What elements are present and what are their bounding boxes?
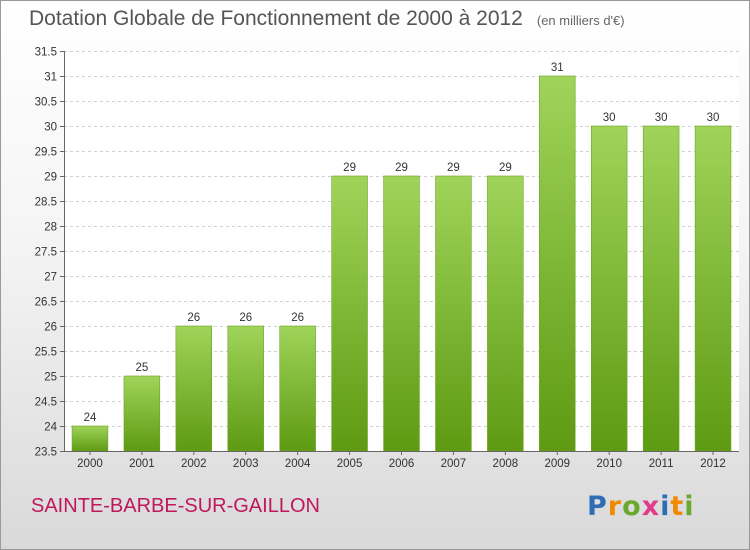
logo-letter: o <box>622 491 642 522</box>
bar-2001 <box>123 375 161 452</box>
y-tick-label: 24 <box>44 422 57 434</box>
bar-2012 <box>694 125 732 452</box>
x-tick-label: 2005 <box>337 458 363 470</box>
x-tick-label: 2001 <box>129 458 155 470</box>
x-tick-label: 2011 <box>649 458 674 470</box>
y-tick-label: 31 <box>44 72 57 84</box>
y-tick-label: 23.5 <box>35 447 57 459</box>
bar-2005 <box>331 175 368 452</box>
logo-letter: i <box>660 491 671 522</box>
bar-2009 <box>539 75 576 452</box>
value-label: 24 <box>84 412 97 424</box>
x-tick-label: 2008 <box>493 458 519 470</box>
x-tick-label: 2002 <box>181 458 207 470</box>
bar-2003 <box>227 325 264 452</box>
value-label: 26 <box>291 312 304 324</box>
y-tick-label: 31.5 <box>35 47 57 59</box>
value-label: 29 <box>343 162 356 174</box>
value-label: 25 <box>135 362 148 374</box>
value-label: 30 <box>707 112 720 124</box>
bar-2000 <box>71 425 109 452</box>
x-tick-label: 2010 <box>596 458 622 470</box>
bar-2011 <box>642 125 680 452</box>
logo-letter: x <box>641 491 661 522</box>
x-tick-label: 2006 <box>389 458 415 470</box>
y-tick-label: 29.5 <box>35 147 57 159</box>
axes: 23.5 24 24.5 25 25.5 26 26.5 27 27.5 28 28.5 29 29.5… <box>35 47 739 470</box>
logo-letter: t <box>670 491 685 522</box>
commune-name: SAINTE-BARBE-SUR-GAILLON <box>31 495 320 517</box>
y-tick-label: 25 <box>44 372 57 384</box>
value-label: 29 <box>447 162 460 174</box>
y-tick-label: 26 <box>44 322 57 334</box>
chart-title: Dotation Globale de Fonctionnement de 20… <box>29 7 625 31</box>
logo-letter: r <box>607 491 623 522</box>
value-label: 29 <box>499 162 512 174</box>
logo-letter: P <box>587 491 608 522</box>
bar-2008 <box>487 175 524 452</box>
value-label: 26 <box>239 312 252 324</box>
y-tick-label: 25.5 <box>35 347 57 359</box>
y-tick-label: 26.5 <box>35 297 57 309</box>
y-tick-label: 24.5 <box>35 397 57 409</box>
chart-unit: (en milliers d'€) <box>536 13 625 28</box>
bar-2006 <box>383 175 420 452</box>
x-tick-label: 2004 <box>285 458 311 470</box>
bar-2002 <box>175 325 213 452</box>
y-tick-label: 30 <box>44 122 57 134</box>
y-tick-label: 29 <box>44 172 57 184</box>
chart-title-text: Dotation Globale de Fonctionnement de 20… <box>29 7 523 30</box>
x-tick-label: 2007 <box>441 458 467 470</box>
value-label: 31 <box>551 62 564 74</box>
proxiti-logo: Proxiti <box>587 491 695 522</box>
logo-letter: i <box>684 491 695 522</box>
x-tick-label: 2012 <box>700 458 726 470</box>
y-tick-label: 27 <box>44 272 57 284</box>
x-tick-label: 2003 <box>233 458 259 470</box>
value-label: 30 <box>655 112 668 124</box>
y-tick-label: 28 <box>44 222 57 234</box>
bar-2007 <box>435 175 472 452</box>
bar-2004 <box>279 325 316 452</box>
value-label: 30 <box>603 112 616 124</box>
y-tick-label: 30.5 <box>35 97 57 109</box>
x-tick-label: 2009 <box>544 458 570 470</box>
y-tick-label: 27.5 <box>35 247 57 259</box>
value-label: 26 <box>187 312 200 324</box>
bars: 24 25 26 26 26 29 29 29 29 31 30 30 30 <box>71 62 732 452</box>
value-label: 29 <box>395 162 408 174</box>
y-tick-label: 28.5 <box>35 197 57 209</box>
bar-2010 <box>590 125 628 452</box>
x-tick-label: 2000 <box>77 458 103 470</box>
